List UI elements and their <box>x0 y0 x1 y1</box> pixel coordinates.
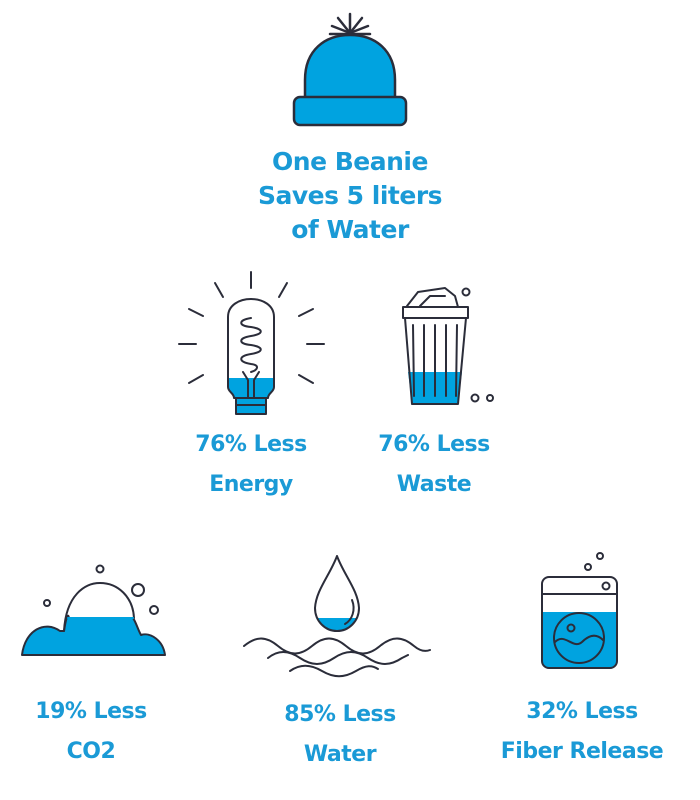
stat-label: Fiber Release <box>500 739 664 764</box>
cloud-icon <box>21 564 166 656</box>
lightbulb-icon <box>178 271 325 415</box>
headline-line-2: Saves 5 liters <box>257 181 443 210</box>
stat-co2: 19% Less CO2 <box>35 692 147 772</box>
stat-energy: 76% Less Energy <box>195 425 307 505</box>
stat-value: 32% Less <box>526 699 638 724</box>
stat-value: 85% Less <box>284 702 396 727</box>
headline-line-3: of Water <box>291 215 409 244</box>
stat-label: Waste <box>396 472 472 497</box>
stat-value: 19% Less <box>35 699 147 724</box>
headline: One Beanie Saves 5 liters of Water <box>257 145 443 247</box>
water-drop-icon <box>243 555 431 678</box>
stat-label: Water <box>303 742 377 767</box>
stat-waste: 76% Less Waste <box>378 425 490 505</box>
beanie-icon <box>292 12 408 127</box>
stat-fiber-release: 32% Less Fiber Release <box>500 692 664 772</box>
stat-water: 85% Less Water <box>284 695 396 775</box>
stat-value: 76% Less <box>195 432 307 457</box>
stat-label: CO2 <box>66 739 116 764</box>
stat-value: 76% Less <box>378 432 490 457</box>
headline-line-1: One Beanie <box>272 147 428 176</box>
washing-machine-icon <box>541 552 618 669</box>
trash-can-icon <box>402 287 494 405</box>
stat-label: Energy <box>209 472 293 497</box>
